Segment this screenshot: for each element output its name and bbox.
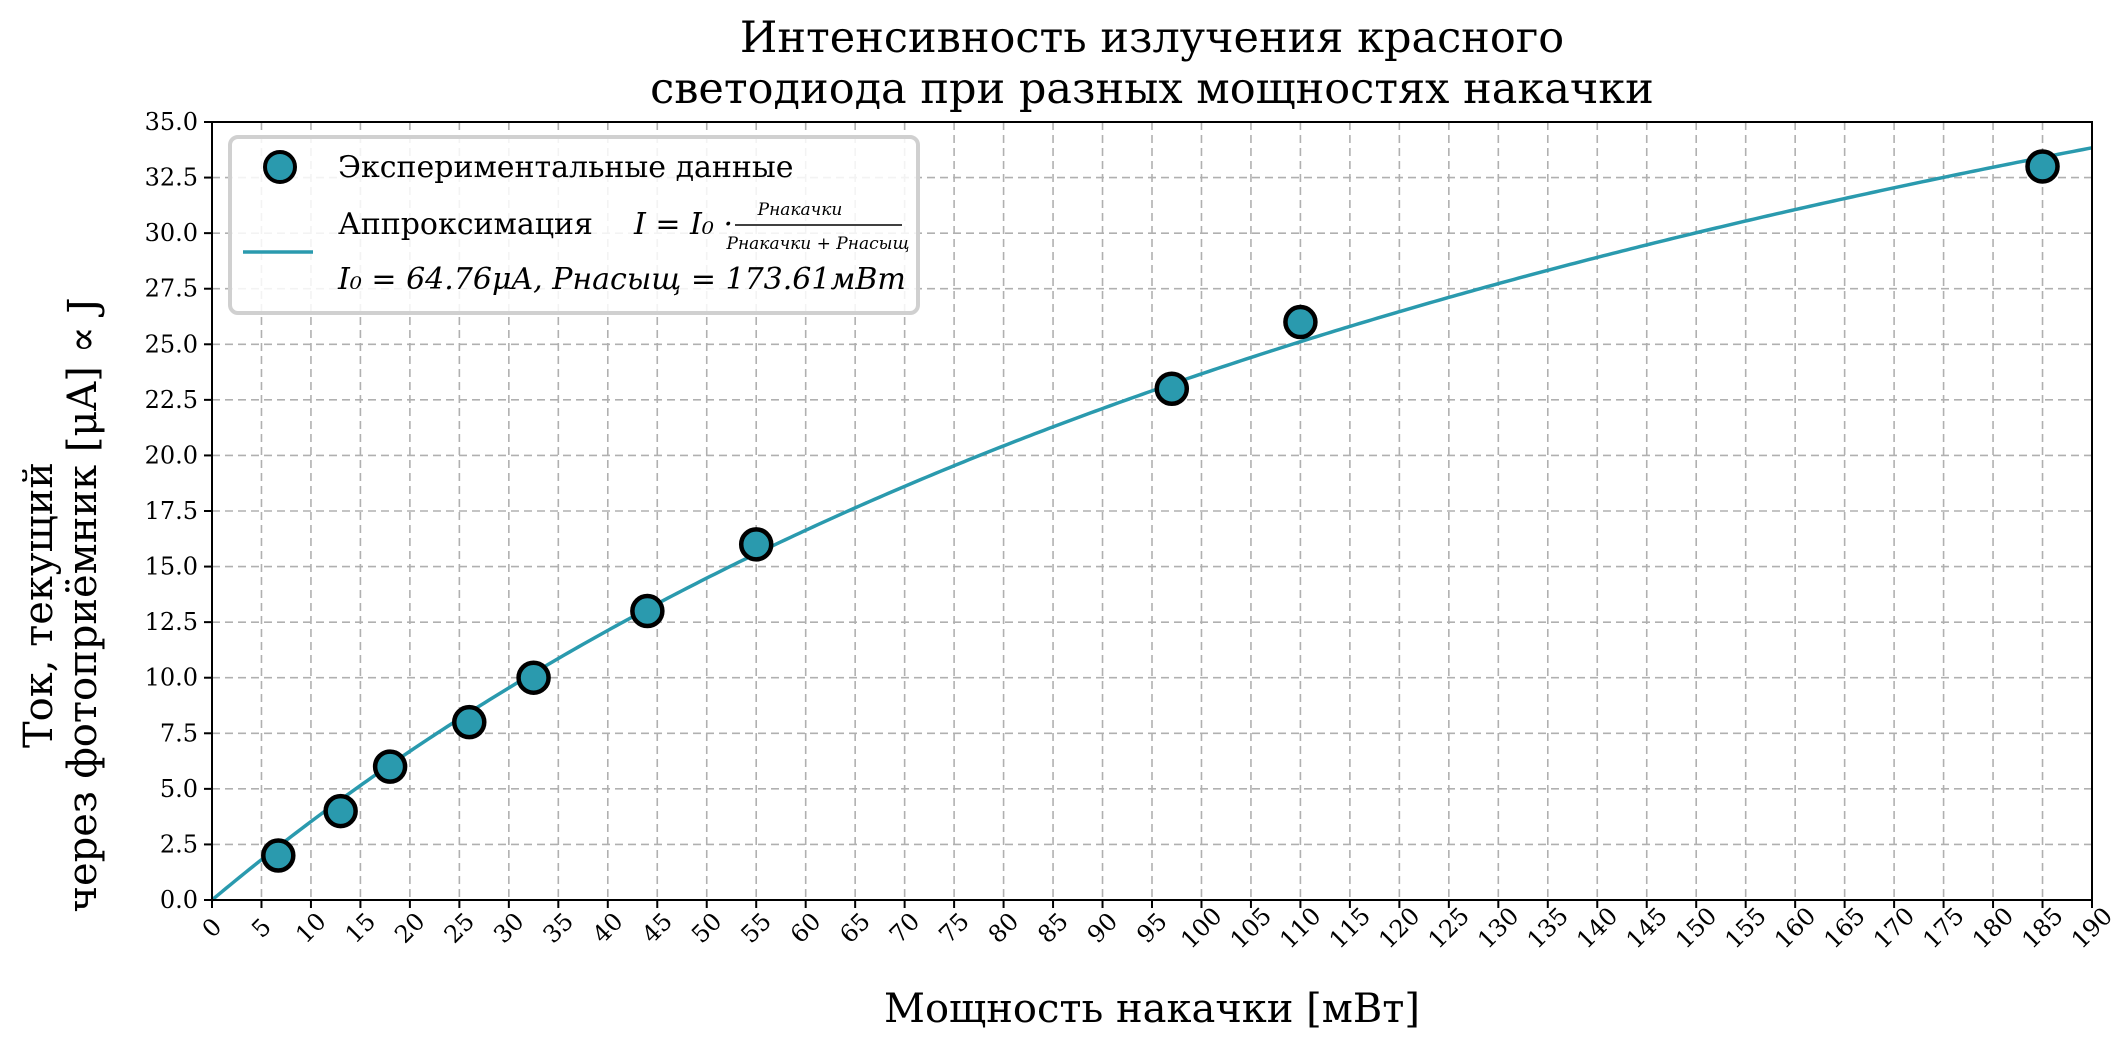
y-tick-label: 22.5: [145, 386, 198, 414]
y-tick-label: 2.5: [160, 830, 198, 858]
x-tick-label: 75: [933, 907, 974, 948]
scatter-series: [261, 149, 2060, 873]
x-tick-label: 185: [2016, 902, 2068, 954]
y-axis: 0.0 2.5 5.0 7.5 10.0 12.5 15.0 17.5 20.0 22.5 25.0…: [145, 108, 212, 914]
x-tick-label: 80: [983, 907, 1024, 948]
x-tick-label: 105: [1225, 902, 1277, 954]
x-tick-label: 50: [686, 907, 727, 948]
data-point: [2025, 149, 2060, 184]
data-point: [1154, 371, 1190, 406]
y-tick-label: 5.0: [160, 775, 198, 803]
data-point: [516, 660, 551, 695]
data-point: [1283, 304, 1318, 340]
y-tick-label: 35.0: [145, 108, 198, 136]
legend-fit-numerator: Pнакачки: [757, 200, 843, 220]
y-axis-label-line-2: через фотоприёмник [μA] ∝ J: [60, 298, 106, 913]
x-tick-label: 15: [340, 907, 381, 948]
y-tick-label: 27.5: [145, 275, 198, 303]
data-point: [738, 527, 774, 562]
y-tick-label: 20.0: [145, 441, 198, 469]
y-tick-label: 0.0: [160, 886, 198, 914]
y-tick-label: 25.0: [145, 330, 198, 358]
y-tick-label: 32.5: [145, 164, 198, 192]
chart-title-line-1: Интенсивность излучения красного: [740, 13, 1564, 63]
legend-box: [228, 135, 920, 315]
x-tick-label: 90: [1082, 907, 1123, 948]
x-tick-label: 170: [1868, 902, 1920, 954]
y-tick-label: 15.0: [145, 553, 198, 581]
y-tick-label: 17.5: [145, 497, 198, 525]
x-tick-label: 175: [1917, 902, 1969, 954]
x-tick-label: 95: [1131, 907, 1172, 948]
x-tick-label: 70: [884, 907, 925, 948]
x-tick-label: 65: [834, 907, 875, 948]
x-tick-label: 180: [1967, 902, 2019, 954]
legend: Экспериментальные данные Аппроксимация I…: [228, 135, 920, 315]
x-tick-label: 45: [637, 907, 678, 948]
y-tick-label: 30.0: [145, 219, 198, 247]
x-tick-label: 0: [197, 913, 228, 944]
x-tick-label: 10: [290, 907, 331, 948]
x-tick-label: 135: [1522, 902, 1574, 954]
data-point: [452, 704, 487, 740]
y-tick-label: 12.5: [145, 608, 198, 636]
legend-scatter-marker: [263, 150, 297, 184]
x-tick-label: 5: [246, 913, 277, 944]
data-point: [630, 593, 665, 629]
y-axis-label-line-1: Ток, текущий: [16, 462, 62, 748]
x-tick-label: 160: [1769, 902, 1821, 954]
x-tick-label: 55: [736, 907, 777, 948]
x-tick-label: 30: [488, 907, 529, 948]
y-tick-label: 10.0: [145, 664, 198, 692]
x-tick-label: 130: [1472, 902, 1524, 954]
x-tick-label: 20: [389, 907, 430, 948]
legend-fit-label: Аппроксимация: [338, 207, 593, 242]
x-tick-label: 165: [1819, 902, 1871, 954]
x-tick-label: 120: [1373, 902, 1425, 954]
data-point: [261, 838, 296, 873]
y-tick-label: 7.5: [160, 719, 198, 747]
x-tick-label: 190: [2066, 902, 2118, 954]
data-point: [323, 793, 358, 829]
x-tick-label: 125: [1423, 902, 1475, 954]
x-tick-label: 145: [1621, 902, 1673, 954]
x-tick-label: 150: [1670, 902, 1722, 954]
x-tick-label: 100: [1175, 902, 1227, 954]
x-tick-label: 25: [439, 907, 480, 948]
y-axis-label: Ток, текущий через фотоприёмник [μA] ∝ J: [16, 298, 106, 913]
x-tick-label: 60: [785, 907, 826, 948]
x-tick-label: 110: [1274, 902, 1326, 954]
legend-fit-params: I₀ = 64.76μA, Pнасыщ = 173.61мВт: [337, 262, 906, 297]
x-tick-label: 35: [538, 907, 579, 948]
chart-title-line-2: светодиода при разных мощностях накачки: [650, 64, 1654, 114]
x-tick-label: 40: [587, 907, 628, 948]
x-tick-label: 85: [1032, 907, 1073, 948]
legend-scatter-label: Экспериментальные данные: [338, 150, 794, 185]
data-point: [372, 749, 408, 784]
legend-fit-denominator: Pнакачки + Pнасыщ: [726, 234, 910, 254]
x-axis: 0 5 10 15 20 25 30 35 40 45 50 55 60 65 70 75 80 85 90 95 10…: [197, 900, 2118, 954]
x-tick-label: 140: [1571, 902, 1623, 954]
legend-fit-formula-lhs: I = I₀ ·: [633, 207, 733, 242]
x-tick-label: 155: [1720, 902, 1772, 954]
x-axis-label: Мощность накачки [мВт]: [884, 986, 1420, 1032]
x-tick-label: 115: [1324, 902, 1376, 954]
